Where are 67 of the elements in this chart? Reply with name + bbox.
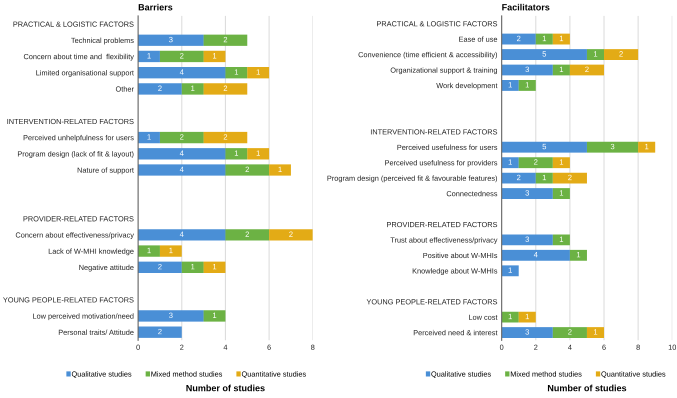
bar <box>138 245 160 257</box>
chart-title: Barriers <box>138 4 172 10</box>
bar <box>570 250 587 261</box>
bar <box>518 312 536 323</box>
bar <box>225 148 248 160</box>
bar <box>536 172 553 184</box>
bar <box>586 49 604 60</box>
bar <box>204 50 226 62</box>
bar <box>586 327 604 338</box>
bar <box>552 327 587 338</box>
bar <box>638 142 656 153</box>
bar <box>502 142 587 153</box>
bar <box>247 148 270 160</box>
bar <box>502 234 553 246</box>
bar <box>502 250 570 261</box>
bar <box>160 50 204 62</box>
bar <box>138 83 182 95</box>
bar <box>502 64 553 76</box>
bar <box>552 157 570 168</box>
bar <box>502 265 519 276</box>
bar <box>225 164 270 176</box>
bar <box>536 34 553 44</box>
bar <box>269 164 291 176</box>
bar <box>204 262 226 273</box>
x-axis-title: Number of studies <box>186 384 265 392</box>
bar <box>502 34 536 44</box>
bar <box>138 148 226 160</box>
bar <box>552 64 570 76</box>
bar <box>225 229 270 241</box>
bar <box>586 142 638 153</box>
bar <box>269 229 313 241</box>
bar <box>182 83 204 95</box>
bar <box>570 64 604 76</box>
bar <box>552 34 570 44</box>
bar <box>138 132 160 144</box>
chart-title: Facilitators <box>502 4 550 10</box>
bar <box>204 83 248 95</box>
bar <box>502 172 536 184</box>
bar <box>502 80 519 91</box>
bar <box>502 188 553 199</box>
bar <box>138 262 182 273</box>
bar <box>552 172 587 184</box>
bar <box>502 312 519 323</box>
bar <box>204 34 248 46</box>
bar <box>518 80 536 91</box>
bar <box>247 67 270 78</box>
bar <box>160 132 204 144</box>
bar <box>138 164 226 176</box>
bar <box>204 310 226 322</box>
bar <box>604 49 638 60</box>
bar <box>138 229 226 241</box>
bar <box>518 157 553 168</box>
bar <box>138 310 204 322</box>
bar <box>552 188 570 199</box>
bar <box>138 67 226 78</box>
bar <box>502 157 519 168</box>
bar <box>138 326 182 338</box>
bar <box>502 327 553 338</box>
bar <box>204 132 248 144</box>
bar <box>182 262 204 273</box>
bar <box>138 50 160 62</box>
bar <box>225 67 248 78</box>
bar <box>552 234 570 246</box>
bar <box>138 34 204 46</box>
bar <box>160 245 182 257</box>
x-axis-title: Number of studies <box>548 384 626 392</box>
bar <box>502 49 587 60</box>
